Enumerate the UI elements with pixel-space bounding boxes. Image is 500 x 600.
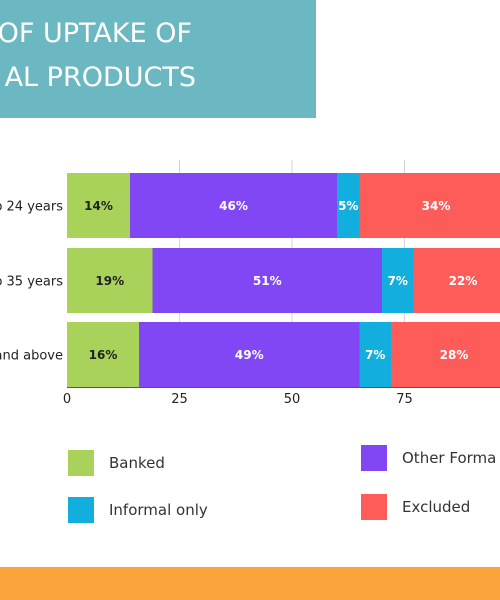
data-label: 34% [422, 199, 451, 213]
data-label: 5% [338, 199, 358, 213]
legend-label-other-formal: Other Forma [402, 449, 497, 467]
x-tick-label: 0 [63, 392, 71, 407]
bar-segment [130, 173, 337, 238]
legend-item-banked: Banked [68, 450, 165, 476]
x-tick-label: 25 [171, 392, 188, 407]
legend-label-banked: Banked [109, 454, 165, 472]
data-label: 14% [84, 199, 113, 213]
data-label: 46% [219, 199, 248, 213]
bar-segment [382, 248, 414, 313]
legend-item-informal-only: Informal only [68, 497, 208, 523]
category-label: o 24 years [0, 200, 63, 215]
x-tick-label: 50 [284, 392, 301, 407]
legend-swatch-excluded [361, 494, 387, 520]
bar-segment [67, 248, 153, 313]
legend-item-other-formal: Other Forma [361, 445, 496, 471]
legend-label-excluded: Excluded [402, 498, 471, 516]
bar-segment [139, 322, 360, 387]
title-banner: OF UPTAKE OF AL PRODUCTS [0, 0, 316, 118]
legend-swatch-other-formal [361, 445, 387, 471]
bar-segment [391, 322, 500, 387]
bar-segment [359, 322, 391, 387]
data-label: 19% [95, 274, 124, 288]
data-label: 22% [449, 274, 478, 288]
data-label: 16% [89, 348, 118, 362]
legend-swatch-banked [68, 450, 94, 476]
legend-label-informal-only: Informal only [109, 501, 208, 519]
bar-segment [67, 173, 130, 238]
bar-segment [337, 173, 360, 238]
category-label: and above [0, 349, 63, 364]
x-tick-label: 75 [396, 392, 413, 407]
data-label: 28% [440, 348, 469, 362]
category-label: o 35 years [0, 275, 63, 290]
chart-title-line-2: AL PRODUCTS [4, 62, 196, 93]
bar-segment [67, 322, 139, 387]
stacked-bar-chart: 14% 46% 5% 34% o 24 years 19% 51% 7% 22% o 35 yea… [0, 160, 500, 407]
bar-segment [152, 248, 382, 313]
data-label: 7% [365, 348, 385, 362]
data-label: 7% [388, 274, 408, 288]
data-label: 49% [235, 348, 264, 362]
legend-item-excluded: Excluded [361, 494, 470, 520]
bar-segment [359, 173, 500, 238]
data-label: 51% [253, 274, 282, 288]
chart-title-line-1: OF UPTAKE OF [0, 18, 192, 49]
footer-bar [0, 567, 500, 600]
bar-segment [413, 248, 500, 313]
legend-swatch-informal-only [68, 497, 94, 523]
